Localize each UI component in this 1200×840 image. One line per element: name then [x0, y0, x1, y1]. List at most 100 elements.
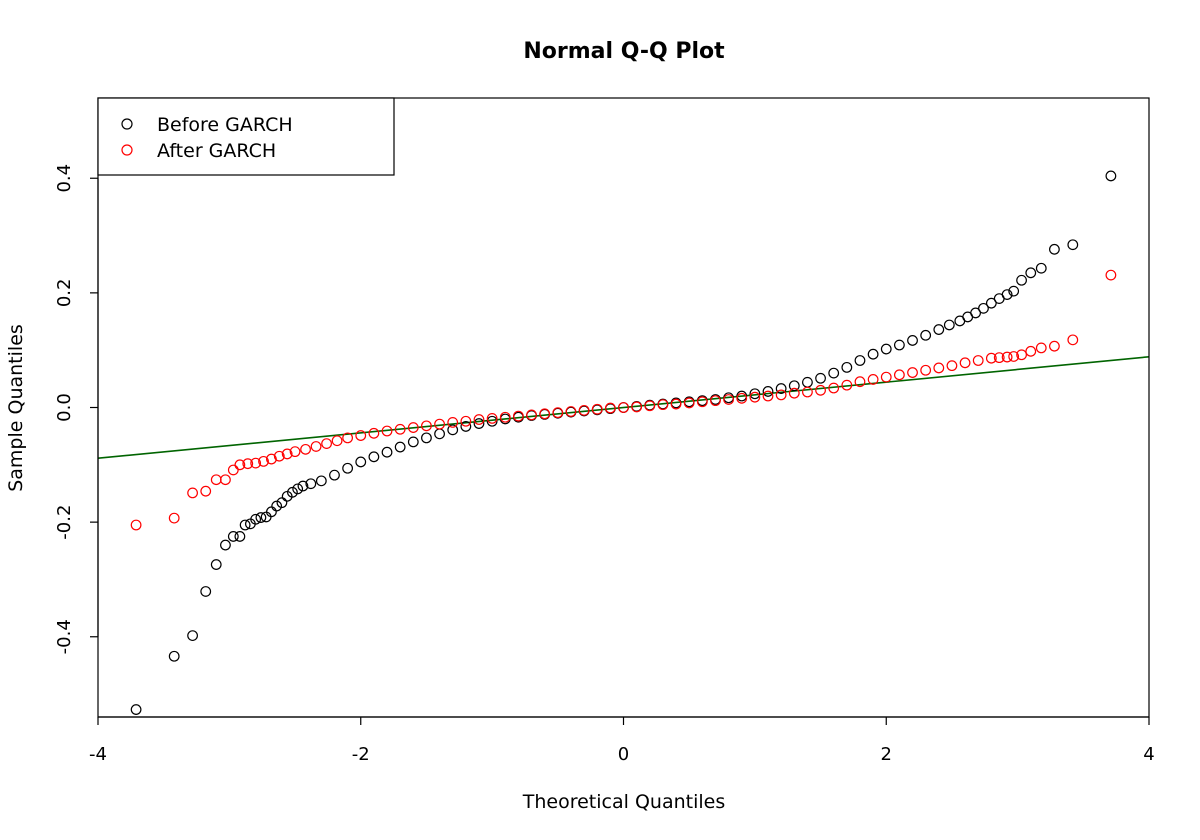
data-point: [1008, 351, 1020, 362]
data-point: [227, 531, 239, 542]
series-after-garch: [130, 269, 1117, 531]
data-point: [266, 506, 277, 518]
data-point: [447, 424, 459, 436]
data-point: [499, 411, 511, 423]
data-point: [355, 456, 367, 468]
data-point: [775, 383, 787, 394]
data-point: [342, 462, 354, 474]
data-point: [815, 384, 826, 396]
data-point: [305, 478, 317, 490]
data-point: [993, 352, 1005, 364]
data-point: [434, 428, 445, 440]
data-point: [802, 376, 813, 388]
data-point: [239, 519, 251, 531]
data-point: [736, 392, 748, 404]
data-point: [220, 539, 231, 551]
data-point: [1025, 345, 1037, 357]
data-point: [893, 339, 905, 351]
data-point: [287, 486, 298, 498]
data-point: [271, 500, 283, 512]
data-point: [434, 418, 445, 430]
data-point: [841, 379, 853, 391]
legend-label-after-garch: After GARCH: [157, 140, 276, 162]
data-point: [394, 423, 406, 435]
data-point: [788, 387, 800, 399]
data-point: [526, 409, 537, 421]
data-point: [473, 414, 485, 425]
data-point: [1008, 285, 1020, 297]
data-point: [946, 360, 958, 372]
data-point: [920, 364, 932, 376]
data-point: [604, 402, 616, 414]
data-point: [943, 319, 955, 331]
data-point: [130, 704, 142, 715]
data-point: [486, 412, 498, 424]
data-point: [762, 386, 774, 397]
data-point: [696, 396, 708, 408]
y-axis: -0.4 -0.2 0.0 0.2 0.4: [54, 164, 99, 654]
data-point: [1001, 351, 1013, 363]
data-point: [513, 410, 524, 422]
data-point: [258, 455, 269, 467]
data-point: [723, 394, 734, 405]
data-point: [210, 474, 222, 486]
data-point: [394, 441, 406, 453]
data-point: [552, 407, 564, 419]
data-point: [867, 374, 879, 385]
data-point: [460, 421, 472, 432]
data-point: [1025, 267, 1037, 279]
data-point: [933, 362, 945, 374]
data-point: [281, 448, 293, 460]
data-point: [828, 367, 840, 379]
data-point: [762, 390, 774, 402]
legend: Before GARCH After GARCH: [97, 97, 395, 176]
data-point: [578, 404, 590, 416]
data-point: [802, 386, 813, 398]
data-point: [368, 451, 380, 463]
y-tick-label: 0.4: [54, 164, 75, 193]
data-point: [1016, 349, 1027, 361]
data-point: [407, 436, 419, 448]
y-tick-label: -0.4: [54, 619, 75, 654]
data-point: [959, 357, 971, 369]
data-point: [473, 418, 485, 429]
data-point: [315, 475, 327, 487]
data-point: [893, 369, 905, 381]
data-point: [815, 372, 826, 384]
data-point: [749, 391, 761, 403]
data-point: [227, 464, 239, 476]
data-point: [880, 343, 892, 355]
data-point: [867, 348, 879, 360]
y-axis-label: Sample Quantiles: [5, 324, 27, 492]
data-point: [644, 400, 656, 412]
data-point: [300, 443, 311, 455]
plot-area: [98, 170, 1149, 715]
data-point: [683, 397, 695, 409]
data-point: [289, 446, 301, 458]
data-point: [1035, 262, 1047, 274]
qq-reference-line: [98, 355, 1149, 460]
data-point: [234, 531, 246, 542]
data-point: [1001, 289, 1013, 300]
data-point: [421, 432, 432, 444]
x-tick-label: -2: [352, 744, 370, 765]
data-point: [297, 480, 309, 492]
data-point: [1105, 269, 1117, 281]
data-point: [407, 422, 419, 433]
data-point: [775, 389, 787, 401]
data-point: [276, 497, 288, 509]
legend-label-before-garch: Before GARCH: [157, 114, 293, 136]
data-point: [421, 420, 432, 432]
data-point: [220, 474, 231, 486]
y-tick-label: 0.2: [54, 279, 75, 308]
data-point: [250, 513, 262, 525]
data-point: [168, 650, 180, 662]
data-point: [460, 415, 472, 427]
data-point: [255, 512, 267, 523]
data-point: [486, 415, 498, 427]
data-point: [1067, 334, 1079, 346]
x-tick-label: 0: [618, 744, 629, 765]
data-point: [854, 376, 866, 388]
data-point: [342, 432, 354, 444]
